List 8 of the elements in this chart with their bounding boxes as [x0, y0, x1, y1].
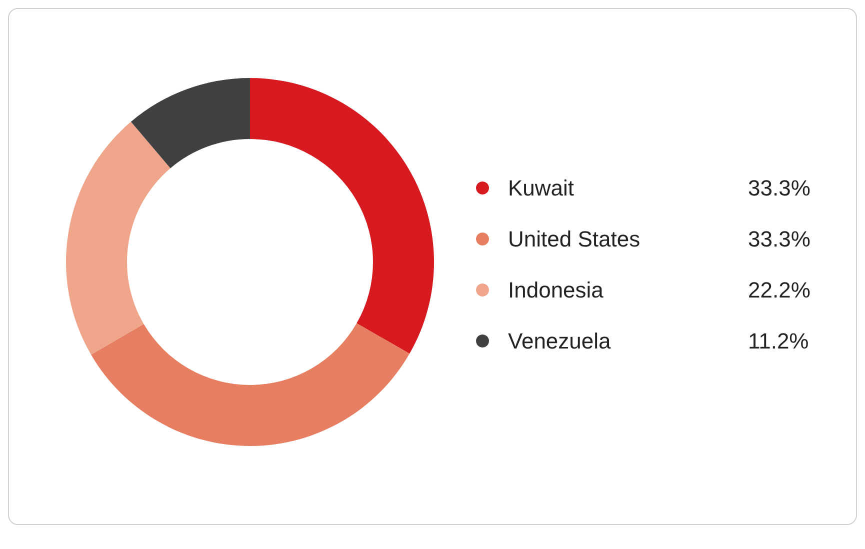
data-label: 22.2%: [748, 278, 810, 302]
legend-label: Indonesia: [508, 278, 604, 302]
data-label: 33.3%: [748, 226, 810, 252]
legend-label: United States: [508, 226, 640, 252]
data-label: 11.2%: [748, 328, 809, 354]
data-label: 33.3%: [748, 176, 810, 200]
legend-label: Kuwait: [508, 176, 574, 200]
legend-label: Venezuela: [508, 328, 612, 354]
